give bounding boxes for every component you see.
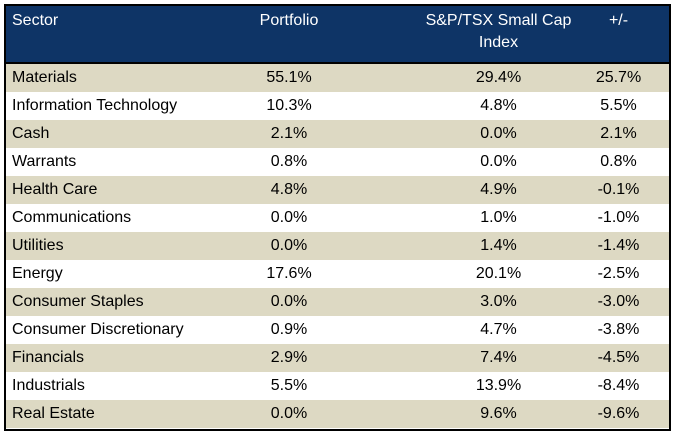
table-row: Financials 2.9% 7.4% -4.5% [6,344,669,372]
sector-cell: Materials [12,69,77,86]
table-row: Health Care 4.8% 4.9% -0.1% [6,176,669,204]
table-row: Consumer Staples 0.0% 3.0% -3.0% [6,288,669,316]
table-row: Real Estate 0.0% 9.6% -9.6% [6,400,669,428]
sector-cell: Warrants [12,153,77,170]
index-cell: 3.0% [480,293,517,310]
header-portfolio: Portfolio [259,12,319,29]
portfolio-cell: 0.0% [270,405,308,422]
header-sector: Sector [12,12,59,29]
sector-cell: Cash [12,125,50,142]
index-cell: 9.6% [480,405,517,422]
diff-cell: 25.7% [595,69,642,86]
sector-cell: Communications [12,209,132,226]
sector-cell: Consumer Discretionary [12,321,184,338]
index-cell: 4.9% [480,181,517,198]
diff-cell: -8.4% [597,377,640,394]
diff-cell: -3.0% [597,293,640,310]
index-cell: 13.9% [475,377,522,394]
sector-cell: Financials [12,349,85,366]
table-row: Communications 0.0% 1.0% -1.0% [6,204,669,232]
table-row: Consumer Discretionary 0.9% 4.7% -3.8% [6,316,669,344]
table-row: Warrants 0.8% 0.0% 0.8% [6,148,669,176]
portfolio-cell: 2.1% [270,125,308,142]
index-cell: 1.0% [480,209,517,226]
diff-cell: -0.1% [597,181,640,198]
index-cell: 4.8% [480,97,517,114]
diff-cell: -9.6% [597,405,640,422]
portfolio-cell: 17.6% [266,265,312,282]
index-cell: 29.4% [475,69,522,86]
index-cell: 7.4% [480,349,517,366]
diff-cell: -2.5% [597,265,640,282]
sector-cell: Utilities [12,237,64,254]
portfolio-cell: 5.5% [270,377,308,394]
sector-cell: Health Care [12,181,98,198]
index-cell: 0.0% [480,125,517,142]
diff-cell: 2.1% [600,125,637,142]
table-row: Industrials 5.5% 13.9% -8.4% [6,372,669,400]
diff-cell: -1.0% [597,209,640,226]
diff-cell: -4.5% [597,349,640,366]
table-row: Information Technology 10.3% 4.8% 5.5% [6,92,669,120]
diff-cell: 0.8% [600,153,637,170]
portfolio-cell: 10.3% [266,97,312,114]
portfolio-cell: 0.9% [270,321,308,338]
sector-cell: Real Estate [12,405,95,422]
portfolio-cell: 4.8% [270,181,308,198]
index-cell: 20.1% [475,265,522,282]
portfolio-cell: 0.0% [270,237,308,254]
portfolio-cell: 0.8% [270,153,308,170]
table-row: Utilities 0.0% 1.4% -1.4% [6,232,669,260]
sector-cell: Information Technology [12,97,178,114]
index-cell: 4.7% [480,321,517,338]
index-cell: 1.4% [480,237,517,254]
sector-cell: Energy [12,265,63,282]
portfolio-cell: 55.1% [266,69,312,86]
portfolio-cell: 2.9% [270,349,308,366]
table-row: Materials 55.1% 29.4% 25.7% [6,64,669,92]
diff-cell: -3.8% [597,321,640,338]
portfolio-cell: 0.0% [270,293,308,310]
table-row: Cash 2.1% 0.0% 2.1% [6,120,669,148]
diff-cell: 5.5% [600,97,637,114]
header-index: S&P/TSX Small Cap Index [425,12,572,51]
table-row: Energy 17.6% 20.1% -2.5% [6,260,669,288]
index-cell: 0.0% [480,153,517,170]
diff-cell: -1.4% [597,237,640,254]
table-header: Sector Portfolio S&P/TSX Small Cap Index… [6,6,669,64]
sector-allocation-table: Sector Portfolio S&P/TSX Small Cap Index… [4,4,671,431]
header-diff: +/- [608,12,629,29]
sector-cell: Consumer Staples [12,293,144,310]
table-body: Materials 55.1% 29.4% 25.7% Information Tech… [6,64,669,428]
sector-cell: Industrials [12,377,85,394]
portfolio-cell: 0.0% [270,209,308,226]
